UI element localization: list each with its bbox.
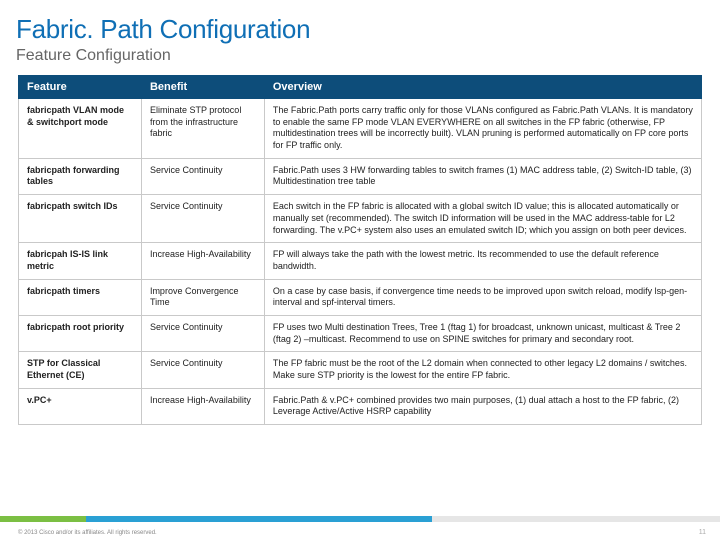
feature-cell: fabricpath switch IDs <box>19 195 142 243</box>
table-row: fabricpath switch IDs Service Continuity… <box>19 195 702 243</box>
overview-cell: On a case by case basis, if convergence … <box>264 279 701 315</box>
overview-cell: FP uses two Multi destination Trees, Tre… <box>264 315 701 351</box>
feature-cell: fabricpath forwarding tables <box>19 158 142 194</box>
table-row: fabricpath timers Improve Convergence Ti… <box>19 279 702 315</box>
table-row: v.PC+ Increase High-Availability Fabric.… <box>19 388 702 424</box>
footer-bar-blue <box>86 516 432 522</box>
benefit-cell: Eliminate STP protocol from the infrastr… <box>141 99 264 159</box>
footer-accent-bar <box>0 516 720 522</box>
copyright-text: © 2013 Cisco and/or its affiliates. All … <box>18 530 157 536</box>
overview-cell: Fabric.Path & v.PC+ combined provides tw… <box>264 388 701 424</box>
benefit-cell: Increase High-Availability <box>141 243 264 279</box>
footer-bar-green <box>0 516 86 522</box>
col-feature: Feature <box>19 76 142 99</box>
overview-cell: Fabric.Path uses 3 HW forwarding tables … <box>264 158 701 194</box>
page-subtitle: Feature Configuration <box>0 45 720 75</box>
table-row: fabricpath root priority Service Continu… <box>19 315 702 351</box>
overview-cell: The FP fabric must be the root of the L2… <box>264 352 701 388</box>
table-header-row: Feature Benefit Overview <box>19 76 702 99</box>
overview-cell: FP will always take the path with the lo… <box>264 243 701 279</box>
benefit-cell: Service Continuity <box>141 352 264 388</box>
col-overview: Overview <box>264 76 701 99</box>
benefit-cell: Increase High-Availability <box>141 388 264 424</box>
page-title: Fabric. Path Configuration <box>0 0 720 45</box>
benefit-cell: Improve Convergence Time <box>141 279 264 315</box>
feature-cell: fabricpah IS-IS link metric <box>19 243 142 279</box>
benefit-cell: Service Continuity <box>141 158 264 194</box>
benefit-cell: Service Continuity <box>141 315 264 351</box>
feature-cell: STP for Classical Ethernet (CE) <box>19 352 142 388</box>
footer-bar-gray <box>432 516 720 522</box>
feature-cell: fabricpath root priority <box>19 315 142 351</box>
col-benefit: Benefit <box>141 76 264 99</box>
feature-cell: fabricpath timers <box>19 279 142 315</box>
page-number: 11 <box>699 529 706 536</box>
overview-cell: Each switch in the FP fabric is allocate… <box>264 195 701 243</box>
feature-table: Feature Benefit Overview fabricpath VLAN… <box>18 75 702 425</box>
table-row: fabricpath forwarding tables Service Con… <box>19 158 702 194</box>
table-row: fabricpah IS-IS link metric Increase Hig… <box>19 243 702 279</box>
feature-table-container: Feature Benefit Overview fabricpath VLAN… <box>0 75 720 425</box>
table-row: fabricpath VLAN mode & switchport mode E… <box>19 99 702 159</box>
table-row: STP for Classical Ethernet (CE) Service … <box>19 352 702 388</box>
table-body: fabricpath VLAN mode & switchport mode E… <box>19 99 702 425</box>
feature-cell: v.PC+ <box>19 388 142 424</box>
benefit-cell: Service Continuity <box>141 195 264 243</box>
overview-cell: The Fabric.Path ports carry traffic only… <box>264 99 701 159</box>
feature-cell: fabricpath VLAN mode & switchport mode <box>19 99 142 159</box>
